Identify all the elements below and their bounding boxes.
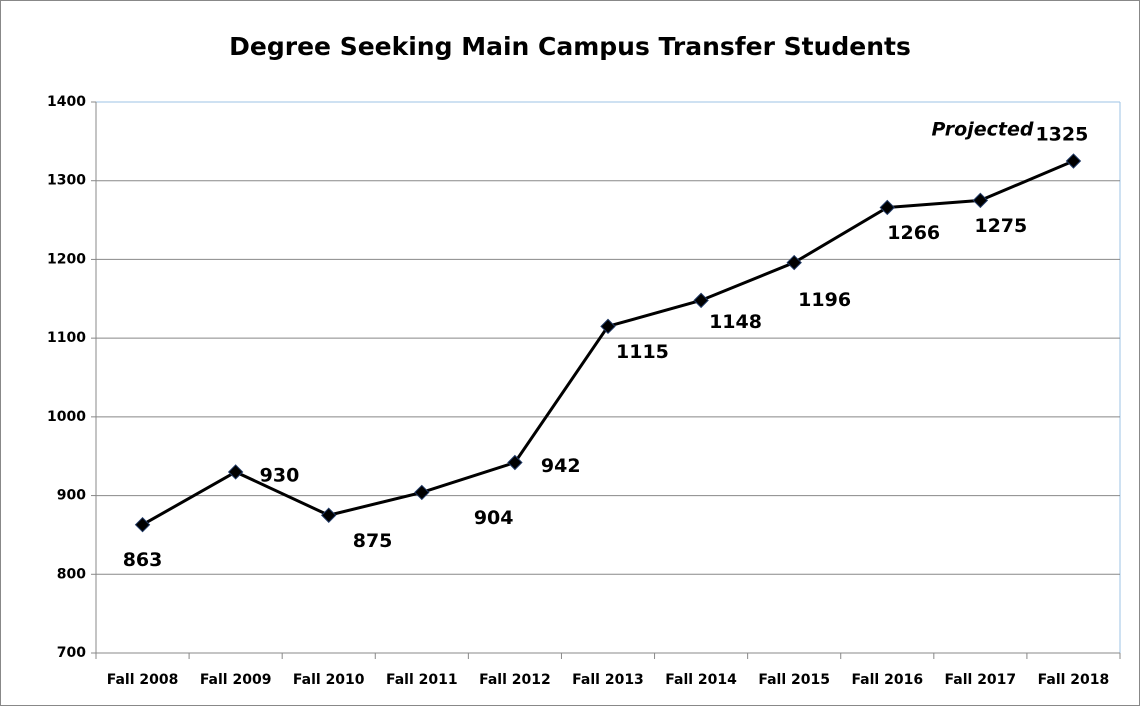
x-tick-label: Fall 2009 <box>200 672 272 688</box>
x-tick-label: Fall 2011 <box>386 672 458 688</box>
x-tick-label: Fall 2017 <box>945 672 1017 688</box>
x-tick-label: Fall 2010 <box>293 672 365 688</box>
data-label: 875 <box>353 530 393 552</box>
data-label: 1275 <box>974 215 1027 237</box>
chart-title: Degree Seeking Main Campus Transfer Stud… <box>229 32 911 61</box>
marker <box>321 507 337 523</box>
data-label: 1115 <box>616 341 669 363</box>
y-tick-label: 1000 <box>47 409 86 425</box>
x-tick-label: Fall 2016 <box>851 672 923 688</box>
x-tick-label: Fall 2013 <box>572 672 644 688</box>
y-tick-label: 1400 <box>47 94 86 110</box>
data-label: 904 <box>474 507 514 529</box>
y-tick-label: 1200 <box>47 251 86 267</box>
data-label: 942 <box>541 455 581 477</box>
x-tick-label: Fall 2018 <box>1038 672 1110 688</box>
marker <box>600 318 616 335</box>
annotation: Projected <box>931 119 1033 141</box>
data-label: 1148 <box>709 311 762 333</box>
y-tick-label: 800 <box>57 566 86 582</box>
data-label: 930 <box>260 464 300 486</box>
y-tick-label: 1100 <box>47 330 86 346</box>
data-label: 1266 <box>887 222 940 244</box>
data-label: 1325 <box>1035 124 1088 146</box>
marker <box>693 292 709 309</box>
x-tick-label: Fall 2015 <box>758 672 830 688</box>
x-tick-label: Fall 2008 <box>107 672 179 688</box>
marker <box>414 484 430 501</box>
x-tick-label: Fall 2012 <box>479 672 551 688</box>
marker <box>879 199 895 216</box>
marker <box>134 516 151 533</box>
data-label: 863 <box>123 549 163 571</box>
x-tick-label: Fall 2014 <box>665 672 737 688</box>
data-label: 1196 <box>798 289 851 311</box>
marker <box>227 464 244 480</box>
y-tick-label: 700 <box>57 645 86 661</box>
y-tick-label: 1300 <box>47 173 86 189</box>
marker <box>1065 153 1082 169</box>
marker <box>507 454 523 471</box>
marker <box>972 192 989 209</box>
marker <box>786 254 802 271</box>
y-tick-label: 900 <box>57 488 86 504</box>
